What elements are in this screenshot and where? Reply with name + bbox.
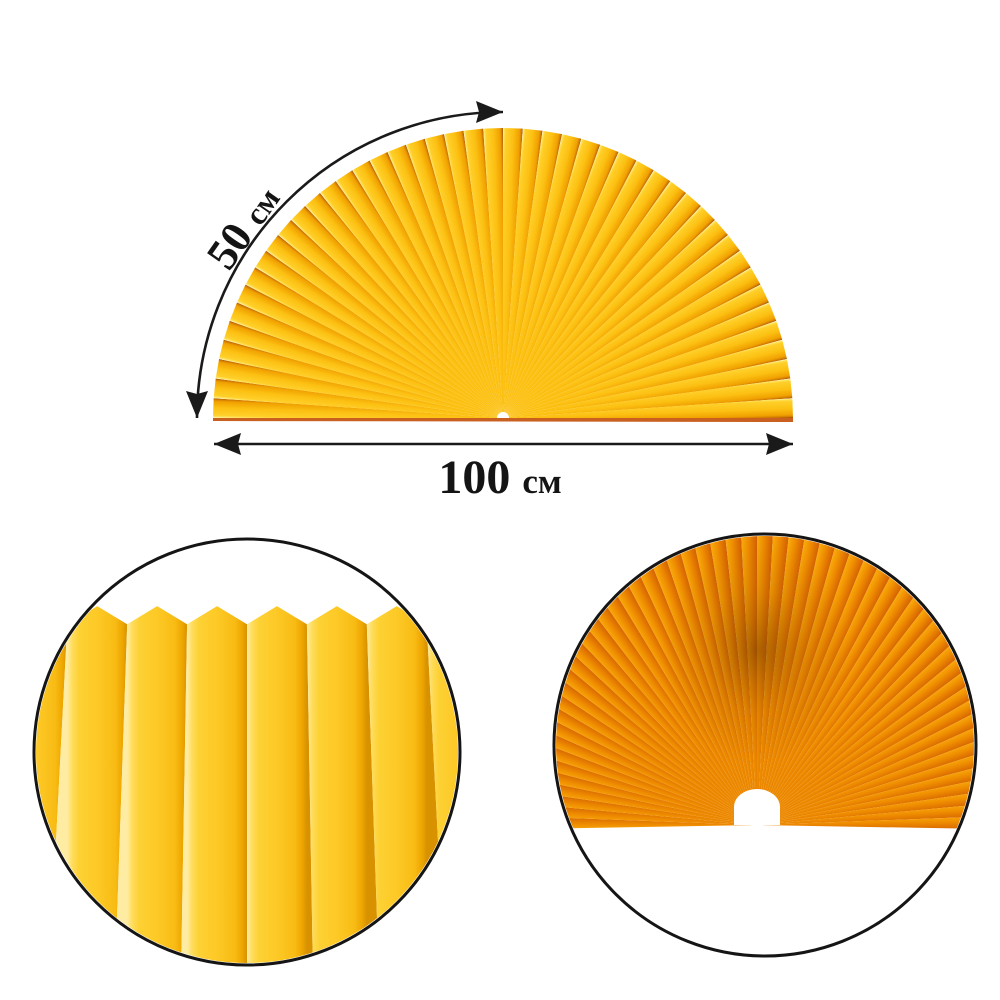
svg-text:100 см: 100 см [438,451,561,504]
